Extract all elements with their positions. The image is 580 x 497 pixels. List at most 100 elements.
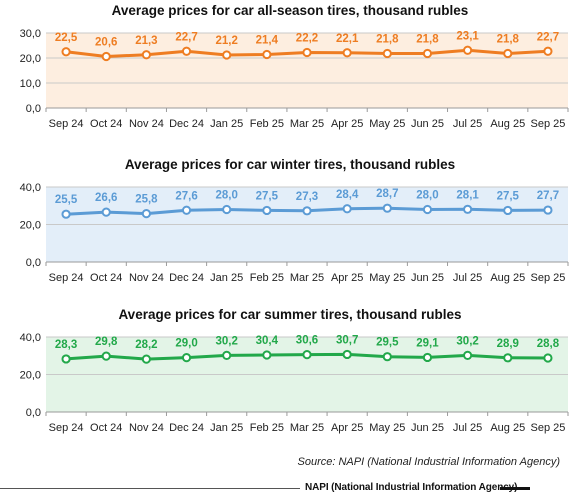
data-label: 21,4 [256, 35, 279, 47]
x-tick-label: May 25 [369, 272, 405, 284]
data-label: 29,5 [376, 337, 399, 349]
data-point [262, 205, 272, 216]
data-point [222, 350, 232, 360]
data-label: 26,6 [95, 192, 117, 204]
data-point [503, 353, 513, 363]
data-label: 29,8 [95, 336, 118, 348]
x-tick-label: Feb 25 [250, 272, 284, 284]
y-tick-label: 10,0 [20, 78, 41, 90]
chart-winter: Average prices for car winter tires, tho… [0, 157, 580, 307]
data-point [543, 46, 553, 56]
data-label: 29,0 [175, 338, 197, 350]
data-label: 29,1 [416, 337, 439, 349]
x-tick-label: Nov 24 [129, 422, 164, 434]
data-point [101, 207, 111, 217]
x-tick-label: Dec 24 [169, 422, 204, 434]
x-tick-label: Oct 24 [90, 422, 122, 434]
y-tick-label: 20,0 [20, 370, 41, 382]
data-label: 21,2 [215, 35, 237, 47]
data-point [101, 351, 111, 361]
data-point [141, 209, 151, 219]
chart-title: Average prices for car summer tires, tho… [118, 307, 462, 322]
line-chart-all-season: 0,0 10,0 20,0 30,0 Sep 24 Oct 24 Nov 24 Dec 24 J… [20, 28, 569, 130]
x-tick-label: Dec 24 [169, 118, 204, 130]
y-tick-label: 30,0 [20, 28, 41, 40]
x-tick-label: Jun 25 [411, 422, 444, 434]
data-label: 22,7 [175, 31, 197, 43]
data-point [302, 350, 312, 360]
data-label: 27,7 [537, 190, 559, 202]
data-point [422, 48, 433, 59]
data-label: 21,3 [135, 35, 157, 47]
data-label: 27,5 [256, 190, 279, 202]
data-label: 27,3 [296, 191, 318, 203]
data-label: 28,8 [537, 338, 560, 350]
x-tick-label: Nov 24 [129, 118, 164, 130]
x-tick-label: Feb 25 [250, 118, 284, 130]
data-point [302, 206, 312, 216]
data-point [503, 205, 513, 216]
data-label: 21,8 [416, 34, 439, 46]
footer-bar: NAPI (National Industrial Information Ag… [0, 480, 580, 497]
chart-all-season: Average prices for car all-season tires,… [0, 3, 580, 153]
data-point [262, 49, 272, 60]
chart-summer: Average prices for car summer tires, tho… [0, 307, 580, 457]
y-tick-label: 40,0 [20, 332, 41, 344]
y-tick-label: 0,0 [26, 257, 41, 269]
x-tick-label: Oct 24 [90, 118, 122, 130]
x-tick-label: May 25 [369, 422, 405, 434]
data-label: 21,8 [497, 34, 520, 46]
x-tick-label: Sep 24 [49, 272, 84, 284]
data-point [302, 47, 312, 58]
plot-area [46, 33, 568, 108]
x-tick-label: Sep 25 [530, 118, 565, 130]
data-point [543, 353, 553, 363]
x-tick-label: Jan 25 [210, 118, 243, 130]
data-label: 30,2 [215, 335, 237, 347]
y-tick-label: 0,0 [26, 407, 41, 419]
x-tick-label: Apr 25 [331, 272, 363, 284]
data-label: 25,5 [55, 194, 78, 206]
chart-title: Average prices for car all-season tires,… [111, 3, 469, 18]
data-label: 28,4 [336, 189, 359, 201]
data-label: 25,8 [135, 194, 158, 206]
x-tick-label: Oct 24 [90, 272, 122, 284]
footer-arrow-icon [500, 487, 530, 490]
data-label: 28,1 [456, 189, 479, 201]
data-point [141, 50, 151, 60]
data-point [342, 349, 352, 360]
data-point [141, 354, 151, 364]
x-tick-label: Mar 25 [290, 118, 324, 130]
x-tick-label: Aug 25 [490, 272, 525, 284]
data-label: 22,5 [55, 32, 78, 44]
y-tick-label: 20,0 [20, 220, 41, 232]
x-tick-label: Sep 24 [49, 118, 84, 130]
x-tick-label: Mar 25 [290, 272, 324, 284]
y-tick-label: 20,0 [20, 53, 41, 65]
x-tick-label: Jun 25 [411, 118, 444, 130]
data-point [463, 204, 473, 214]
x-tick-label: Jul 25 [453, 422, 482, 434]
data-label: 23,1 [456, 30, 479, 42]
x-tick-label: Sep 25 [530, 272, 565, 284]
footer-brand: NAPI (National Industrial Information Ag… [305, 482, 518, 493]
data-label: 30,2 [456, 335, 478, 347]
data-point [181, 353, 192, 363]
x-tick-label: Jul 25 [453, 118, 482, 130]
data-point [382, 352, 392, 362]
data-label: 28,0 [416, 190, 438, 202]
x-tick-label: Jul 25 [453, 272, 482, 284]
data-point [181, 46, 192, 56]
data-point [503, 48, 513, 59]
data-label: 22,2 [296, 33, 318, 45]
data-label: 22,7 [537, 31, 559, 43]
data-point [222, 50, 232, 60]
data-point [61, 354, 71, 364]
x-tick-label: Mar 25 [290, 422, 324, 434]
data-point [61, 47, 71, 57]
source-note: Source: NAPI (National Industrial Inform… [297, 456, 561, 468]
x-tick-label: Dec 24 [169, 272, 204, 284]
x-tick-label: Aug 25 [490, 118, 525, 130]
x-tick-label: Feb 25 [250, 422, 284, 434]
chart-title: Average prices for car winter tires, tho… [124, 157, 456, 172]
